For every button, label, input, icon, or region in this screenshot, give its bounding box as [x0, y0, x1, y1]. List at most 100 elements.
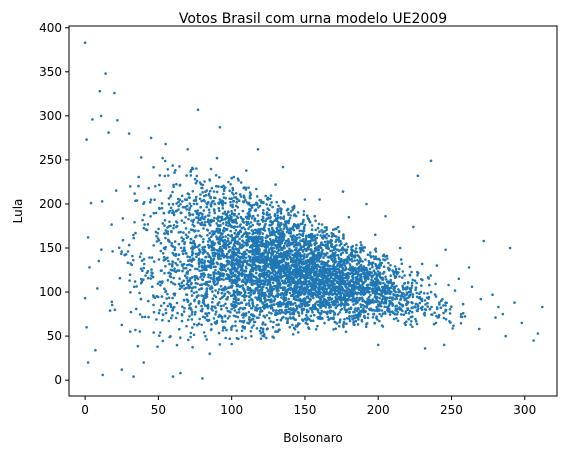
scatter-point	[409, 315, 413, 319]
scatter-point	[257, 297, 260, 301]
scatter-point	[332, 265, 336, 269]
scatter-point	[326, 261, 330, 264]
scatter-point	[352, 310, 355, 314]
scatter-point	[328, 267, 331, 271]
scatter-point	[297, 248, 301, 252]
scatter-point	[229, 234, 232, 238]
scatter-point	[230, 210, 233, 213]
scatter-point	[249, 193, 253, 196]
scatter-point	[404, 323, 408, 327]
scatter-point	[385, 278, 388, 281]
scatter-point	[261, 258, 265, 262]
scatter-point	[255, 309, 259, 312]
scatter-point	[263, 335, 266, 338]
scatter-point	[212, 282, 216, 285]
scatter-point	[333, 257, 337, 261]
scatter-point	[395, 272, 399, 276]
scatter-point	[172, 305, 176, 309]
scatter-point	[177, 269, 181, 272]
scatter-point	[381, 287, 385, 291]
scatter-point	[167, 225, 171, 228]
scatter-point	[168, 302, 172, 306]
scatter-point	[203, 304, 207, 307]
scatter-point	[313, 243, 317, 247]
scatter-point	[179, 230, 182, 234]
scatter-point	[336, 225, 340, 229]
scatter-point	[227, 221, 230, 225]
scatter-point	[371, 265, 374, 269]
scatter-point	[432, 322, 436, 326]
scatter-point	[288, 316, 292, 319]
scatter-point	[352, 272, 356, 275]
scatter-point	[407, 300, 410, 304]
scatter-point	[375, 300, 378, 303]
scatter-point	[223, 285, 227, 289]
scatter-point	[313, 304, 317, 307]
scatter-point	[236, 216, 240, 220]
scatter-point	[279, 227, 282, 231]
scatter-point	[164, 308, 168, 311]
scatter-point	[181, 269, 184, 273]
scatter-point	[212, 262, 215, 265]
scatter-point	[287, 213, 290, 216]
scatter-point	[444, 301, 447, 305]
scatter-point	[202, 227, 205, 230]
scatter-point	[366, 253, 370, 256]
scatter-point	[414, 288, 417, 292]
scatter-point	[272, 299, 276, 303]
scatter-point	[185, 298, 189, 301]
scatter-point	[218, 201, 221, 204]
scatter-point	[194, 181, 198, 185]
scatter-point	[291, 323, 294, 327]
scatter-point	[113, 308, 117, 312]
scatter-point	[175, 343, 179, 347]
scatter-point	[139, 277, 143, 281]
scatter-point	[280, 235, 283, 238]
scatter-point	[196, 267, 199, 271]
scatter-point	[318, 312, 321, 315]
scatter-point	[218, 215, 222, 219]
scatter-point	[386, 257, 389, 260]
scatter-point	[251, 313, 255, 317]
scatter-point	[254, 306, 257, 310]
scatter-point	[419, 306, 423, 310]
scatter-point	[215, 184, 218, 188]
scatter-point	[241, 209, 245, 213]
scatter-point	[301, 273, 305, 277]
scatter-point	[214, 174, 218, 177]
scatter-point	[364, 276, 368, 279]
scatter-point	[265, 286, 268, 290]
scatter-point	[222, 192, 225, 196]
scatter-point	[364, 267, 367, 270]
scatter-point	[194, 198, 198, 201]
scatter-point	[210, 328, 213, 331]
scatter-point	[378, 271, 382, 275]
scatter-point	[142, 202, 145, 206]
scatter-point	[164, 290, 167, 294]
scatter-point	[322, 260, 326, 264]
scatter-point	[335, 322, 339, 325]
scatter-point	[259, 306, 262, 310]
scatter-point	[358, 285, 362, 288]
scatter-point	[201, 315, 205, 319]
scatter-point	[336, 313, 340, 316]
scatter-point	[408, 290, 411, 294]
scatter-point	[428, 283, 431, 287]
scatter-point	[232, 175, 236, 179]
scatter-point	[179, 284, 182, 288]
scatter-point	[265, 234, 269, 237]
scatter-point	[156, 237, 160, 240]
scatter-point	[242, 289, 246, 292]
scatter-point	[167, 239, 170, 243]
scatter-point	[193, 177, 197, 181]
scatter-point	[413, 279, 417, 283]
scatter-point	[271, 243, 274, 247]
scatter-point	[244, 336, 247, 340]
scatter-point	[303, 223, 307, 227]
scatter-point	[330, 283, 333, 287]
scatter-point	[207, 265, 210, 269]
scatter-point	[129, 291, 132, 294]
scatter-point	[171, 251, 175, 255]
scatter-point	[285, 230, 289, 234]
scatter-point	[218, 237, 221, 241]
